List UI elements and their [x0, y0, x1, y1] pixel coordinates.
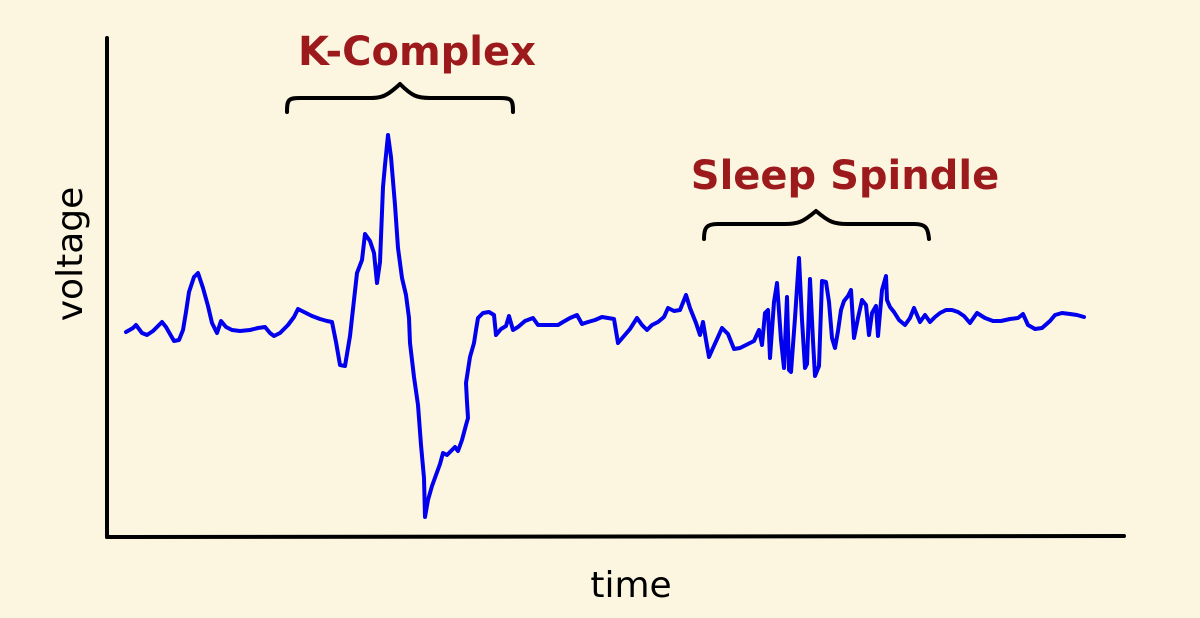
eeg-trace	[124, 133, 1086, 519]
y-axis-label: voltage	[50, 187, 91, 322]
k-complex-bracket	[285, 82, 515, 114]
sleep-spindle-label: Sleep Spindle	[691, 153, 999, 199]
sleep-spindle-bracket	[702, 209, 931, 241]
k-complex-label: K-Complex	[298, 29, 536, 75]
x-axis-label: time	[590, 565, 671, 606]
x-axis	[105, 534, 1126, 539]
